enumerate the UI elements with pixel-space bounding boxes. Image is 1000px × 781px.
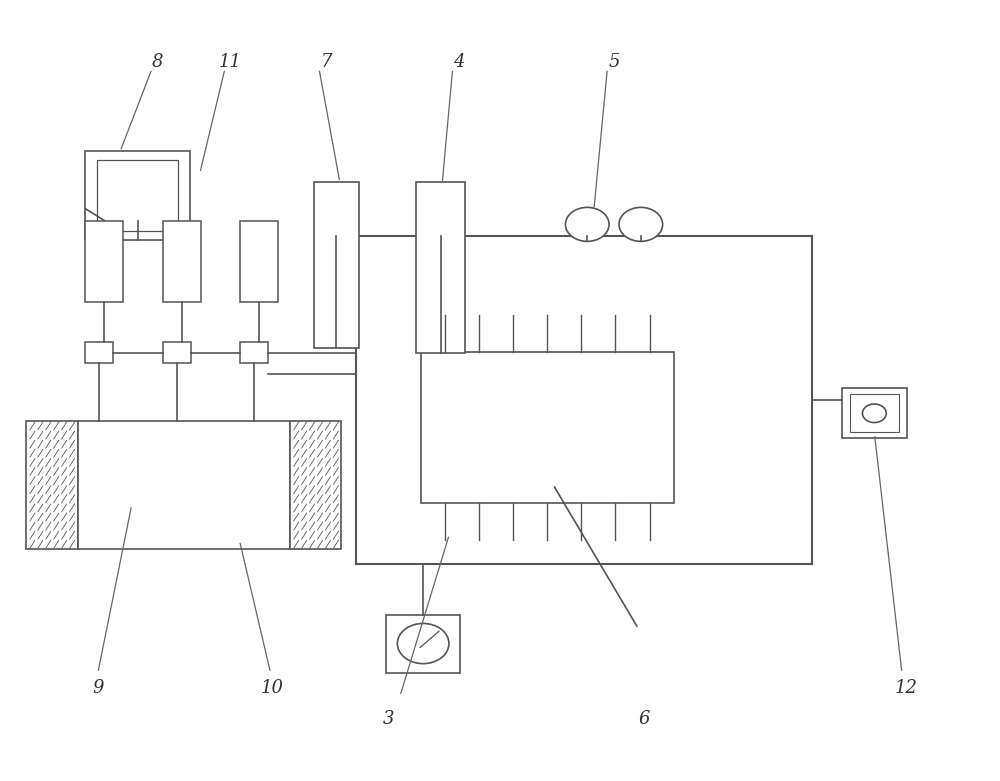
Text: 9: 9 [93, 679, 104, 697]
Bar [421, 352, 674, 502]
Bar [240, 220, 278, 301]
Circle shape [862, 404, 886, 423]
Text: 11: 11 [219, 53, 242, 71]
Bar [78, 422, 290, 549]
Text: 12: 12 [895, 679, 918, 697]
Text: 8: 8 [152, 53, 164, 71]
Bar [356, 236, 812, 565]
Text: 10: 10 [260, 679, 283, 697]
Bar [26, 422, 78, 549]
Text: 3: 3 [383, 710, 395, 728]
Text: 4: 4 [453, 53, 464, 71]
Text: 5: 5 [608, 53, 620, 71]
Bar [240, 342, 268, 363]
Circle shape [619, 208, 663, 241]
Bar [314, 182, 359, 348]
Bar [842, 388, 907, 438]
Bar [85, 220, 123, 301]
Text: 6: 6 [638, 710, 650, 728]
Bar [85, 342, 113, 363]
Bar [85, 151, 190, 240]
Bar [163, 220, 201, 301]
Bar [416, 182, 465, 354]
Bar [97, 160, 178, 230]
Bar [850, 394, 899, 432]
Circle shape [397, 623, 449, 664]
Bar [163, 342, 191, 363]
Circle shape [565, 208, 609, 241]
Text: 7: 7 [321, 53, 332, 71]
Bar [290, 422, 341, 549]
Bar [386, 615, 460, 672]
